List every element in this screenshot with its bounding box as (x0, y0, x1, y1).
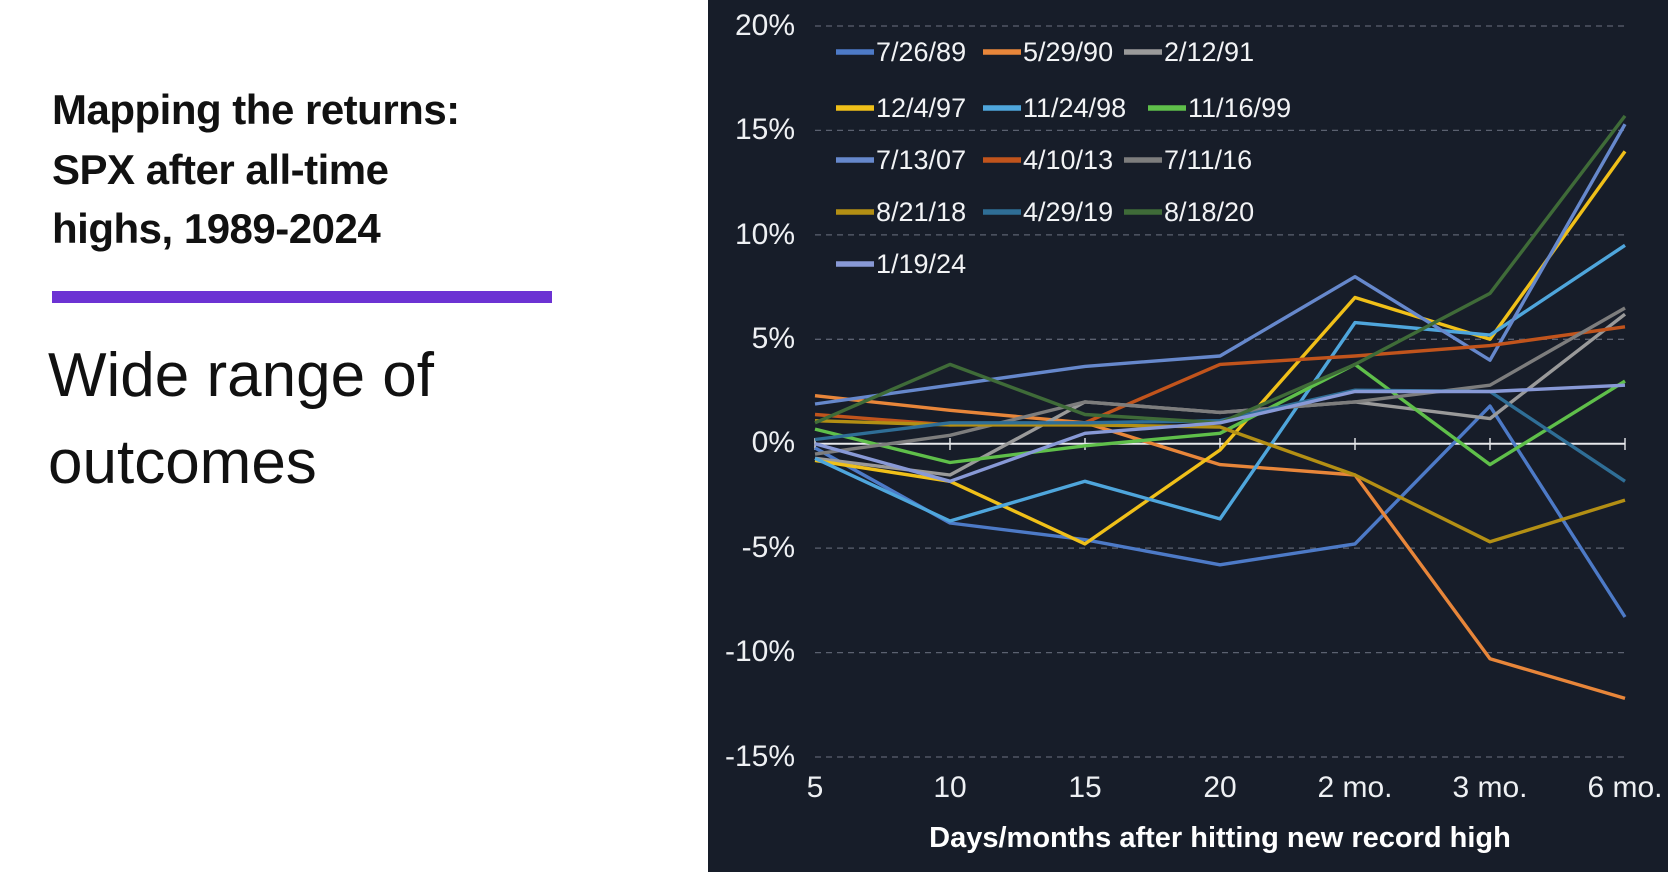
svg-text:5%: 5% (752, 322, 795, 355)
svg-text:10: 10 (933, 771, 966, 804)
svg-text:8/21/18: 8/21/18 (876, 197, 966, 227)
svg-text:1/19/24: 1/19/24 (876, 249, 966, 279)
svg-text:2 mo.: 2 mo. (1317, 771, 1392, 804)
svg-text:15%: 15% (735, 113, 795, 146)
svg-text:7/13/07: 7/13/07 (876, 145, 966, 175)
svg-text:3 mo.: 3 mo. (1452, 771, 1527, 804)
svg-text:5/29/90: 5/29/90 (1023, 37, 1113, 67)
svg-text:-5%: -5% (742, 531, 795, 564)
svg-text:15: 15 (1068, 771, 1101, 804)
svg-text:5: 5 (807, 771, 824, 804)
svg-text:8/18/20: 8/18/20 (1164, 197, 1254, 227)
svg-text:10%: 10% (735, 218, 795, 251)
svg-text:6 mo.: 6 mo. (1587, 771, 1662, 804)
svg-text:-10%: -10% (725, 635, 795, 668)
svg-text:20: 20 (1203, 771, 1236, 804)
svg-text:0%: 0% (752, 426, 795, 459)
svg-text:20%: 20% (735, 9, 795, 42)
svg-text:11/24/98: 11/24/98 (1023, 93, 1126, 123)
svg-text:7/26/89: 7/26/89 (876, 37, 966, 67)
svg-text:11/16/99: 11/16/99 (1188, 93, 1291, 123)
svg-text:2/12/91: 2/12/91 (1164, 37, 1254, 67)
svg-text:4/29/19: 4/29/19 (1023, 197, 1113, 227)
svg-text:7/11/16: 7/11/16 (1164, 145, 1252, 175)
svg-text:4/10/13: 4/10/13 (1023, 145, 1113, 175)
svg-text:-15%: -15% (725, 740, 795, 773)
svg-text:12/4/97: 12/4/97 (876, 93, 966, 123)
